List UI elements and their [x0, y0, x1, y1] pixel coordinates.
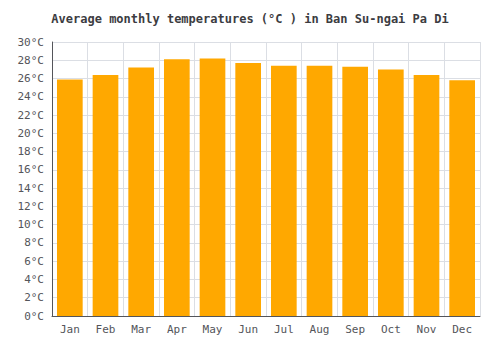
svg-text:0°C: 0°C [24, 310, 44, 323]
svg-text:16°C: 16°C [18, 163, 45, 176]
svg-text:Jul: Jul [274, 323, 294, 336]
svg-text:12°C: 12°C [18, 200, 45, 213]
svg-text:8°C: 8°C [24, 236, 44, 249]
svg-text:Mar: Mar [131, 323, 151, 336]
svg-text:Apr: Apr [167, 323, 187, 336]
svg-text:Dec: Dec [452, 323, 472, 336]
svg-text:Aug: Aug [310, 323, 330, 336]
svg-text:18°C: 18°C [18, 145, 45, 158]
svg-text:4°C: 4°C [24, 273, 44, 286]
svg-text:Feb: Feb [96, 323, 116, 336]
svg-text:Average monthly temperatures (: Average monthly temperatures (°C ) in Ba… [51, 12, 448, 26]
svg-text:14°C: 14°C [18, 182, 45, 195]
svg-text:Jan: Jan [60, 323, 80, 336]
svg-text:26°C: 26°C [18, 72, 45, 85]
svg-text:20°C: 20°C [18, 127, 45, 140]
svg-text:Nov: Nov [417, 323, 437, 336]
svg-text:6°C: 6°C [24, 255, 44, 268]
svg-text:30°C: 30°C [18, 36, 45, 49]
svg-text:2°C: 2°C [24, 291, 44, 304]
svg-text:22°C: 22°C [18, 109, 45, 122]
svg-text:28°C: 28°C [18, 54, 45, 67]
svg-text:Oct: Oct [381, 323, 401, 336]
svg-text:10°C: 10°C [18, 218, 45, 231]
svg-text:Jun: Jun [238, 323, 258, 336]
svg-text:Sep: Sep [345, 323, 365, 336]
svg-text:May: May [203, 323, 223, 336]
svg-text:24°C: 24°C [18, 90, 45, 103]
